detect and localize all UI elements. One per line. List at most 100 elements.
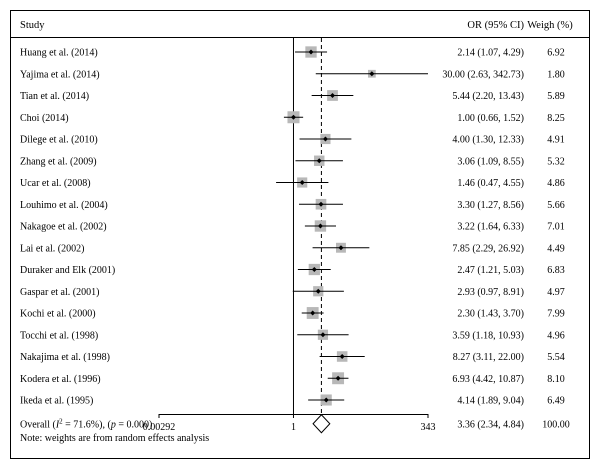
- study-row: Kodera et al. (1996) 6.93 (4.42, 10.87) 8.…: [20, 372, 565, 385]
- overall-diamond: [312, 414, 331, 434]
- study-row: Louhimo et al. (2004) 3.30 (1.27, 8.56) 5.…: [20, 198, 565, 211]
- study-name: Ikeda et al. (1995): [20, 396, 93, 407]
- study-name: Duraker and Elk (2001): [20, 265, 115, 276]
- study-or-label: 2.30 (1.43, 3.70): [457, 309, 524, 320]
- study-row: Gaspar et al. (2001) 2.93 (0.97, 8.91) 4.9…: [20, 286, 565, 298]
- study-weight: 4.96: [547, 330, 565, 341]
- study-row: Nakagoe et al. (2002) 3.22 (1.64, 6.33) 7.…: [20, 220, 565, 233]
- point-estimate: [311, 267, 317, 272]
- study-row: Nakajima et al. (1998) 8.27 (3.11, 22.00)…: [20, 351, 565, 363]
- point-estimate: [315, 288, 321, 294]
- study-weight: 6.83: [547, 265, 565, 276]
- study-or-label: 7.85 (2.29, 26.92): [452, 243, 524, 254]
- footnote: Note: weights are from random effects an…: [20, 433, 209, 444]
- point-estimate: [338, 245, 344, 251]
- study-or-label: 2.93 (0.97, 8.91): [457, 287, 524, 298]
- study-name: Tian et al. (2014): [20, 91, 89, 102]
- study-weight: 7.99: [547, 309, 565, 320]
- study-row: Yajima et al. (2014) 30.00 (2.63, 342.73)…: [20, 69, 565, 80]
- x-tick-label: 1: [291, 422, 296, 433]
- study-weight: 7.01: [547, 222, 565, 233]
- study-rows: Huang et al. (2014) 2.14 (1.07, 4.29) 6.92…: [20, 38, 565, 434]
- study-or-label: 4.00 (1.30, 12.33): [452, 135, 524, 146]
- point-estimate: [316, 158, 322, 164]
- point-estimate: [320, 332, 326, 338]
- study-or-label: 3.06 (1.09, 8.55): [457, 156, 524, 167]
- overall-or-label: 3.36 (2.34, 4.84): [457, 419, 524, 430]
- point-estimate: [317, 223, 323, 229]
- study-name: Choi (2014): [20, 113, 69, 124]
- point-estimate: [322, 136, 328, 142]
- point-estimate: [330, 93, 336, 98]
- point-estimate: [339, 354, 345, 359]
- header-weight: Weigh (%): [527, 20, 573, 31]
- point-estimate: [369, 71, 375, 77]
- study-weight: 5.66: [547, 200, 565, 211]
- study-weight: 5.32: [547, 156, 565, 167]
- study-row: Lai et al. (2002) 7.85 (2.29, 26.92) 4.49: [20, 242, 565, 254]
- study-weight: 4.91: [547, 135, 565, 146]
- study-row: Ikeda et al. (1995) 4.14 (1.89, 9.04) 6.49: [20, 394, 565, 407]
- study-row: Dilege et al. (2010) 4.00 (1.30, 12.33) 4.…: [20, 133, 565, 146]
- study-or-label: 1.00 (0.66, 1.52): [457, 113, 524, 124]
- study-weight: 6.92: [547, 48, 565, 59]
- study-name: Nakajima et al. (1998): [20, 352, 110, 363]
- x-tick-label: 343: [421, 422, 436, 433]
- plot-border: [10, 10, 590, 459]
- study-name: Huang et al. (2014): [20, 48, 98, 59]
- study-weight: 6.49: [547, 396, 565, 407]
- point-estimate: [290, 114, 296, 120]
- study-or-label: 3.59 (1.18, 10.93): [452, 330, 524, 341]
- study-row: Ucar et al. (2008) 1.46 (0.47, 4.55) 4.86: [20, 177, 565, 189]
- study-name: Kodera et al. (1996): [20, 374, 101, 385]
- study-or-label: 3.30 (1.27, 8.56): [457, 200, 524, 211]
- study-row: Kochi et al. (2000) 2.30 (1.43, 3.70) 7.99: [20, 307, 565, 320]
- study-name: Gaspar et al. (2001): [20, 287, 99, 298]
- x-axis-ticks: 0.00292 1 343: [143, 414, 436, 433]
- study-weight: 8.25: [547, 113, 565, 124]
- study-weight: 4.97: [547, 287, 565, 298]
- study-or-label: 2.47 (1.21, 5.03): [457, 265, 524, 276]
- study-weight: 5.54: [547, 352, 565, 363]
- study-or-label: 3.22 (1.64, 6.33): [457, 222, 524, 233]
- study-name: Nakagoe et al. (2002): [20, 222, 107, 233]
- study-or-label: 4.14 (1.89, 9.04): [457, 396, 524, 407]
- point-estimate: [299, 180, 305, 185]
- study-row: Huang et al. (2014) 2.14 (1.07, 4.29) 6.92: [20, 46, 565, 59]
- study-name: Dilege et al. (2010): [20, 135, 98, 146]
- study-weight: 4.49: [547, 243, 565, 254]
- point-estimate: [318, 201, 324, 207]
- overall-label: Overall (I2 = 71.6%), (p = 0.000): [20, 417, 152, 430]
- study-row: Duraker and Elk (2001) 2.47 (1.21, 5.03) 6…: [20, 263, 565, 276]
- study-weight: 4.86: [547, 178, 565, 189]
- study-row: Tian et al. (2014) 5.44 (2.20, 13.43) 5.89: [20, 90, 565, 102]
- overall-weight: 100.00: [542, 419, 570, 430]
- study-name: Tocchi et al. (1998): [20, 330, 98, 341]
- study-row: Tocchi et al. (1998) 3.59 (1.18, 10.93) 4.…: [20, 329, 565, 341]
- study-or-label: 5.44 (2.20, 13.43): [452, 91, 524, 102]
- header-or: OR (95% CI): [467, 20, 524, 31]
- study-weight: 8.10: [547, 374, 565, 385]
- study-name: Yajima et al. (2014): [20, 69, 100, 80]
- point-estimate: [323, 397, 329, 403]
- study-name: Zhang et al. (2009): [20, 156, 97, 167]
- study-weight: 5.89: [547, 91, 565, 102]
- point-estimate: [335, 375, 341, 381]
- x-tick-label: 0.00292: [143, 422, 176, 433]
- study-row: Zhang et al. (2009) 3.06 (1.09, 8.55) 5.32: [20, 155, 565, 167]
- point-estimate: [308, 49, 314, 55]
- study-weight: 1.80: [547, 69, 565, 80]
- study-name: Louhimo et al. (2004): [20, 200, 108, 211]
- study-name: Kochi et al. (2000): [20, 309, 96, 320]
- study-name: Lai et al. (2002): [20, 243, 84, 254]
- study-row: Choi (2014) 1.00 (0.66, 1.52) 8.25: [20, 111, 565, 124]
- header-study: Study: [20, 20, 45, 31]
- study-or-label: 6.93 (4.42, 10.87): [452, 374, 524, 385]
- study-or-label: 1.46 (0.47, 4.55): [457, 178, 524, 189]
- study-name: Ucar et al. (2008): [20, 178, 91, 189]
- point-estimate: [310, 310, 316, 316]
- study-or-label: 30.00 (2.63, 342.73): [442, 69, 524, 80]
- study-or-label: 2.14 (1.07, 4.29): [457, 48, 524, 59]
- study-or-label: 8.27 (3.11, 22.00): [453, 352, 524, 363]
